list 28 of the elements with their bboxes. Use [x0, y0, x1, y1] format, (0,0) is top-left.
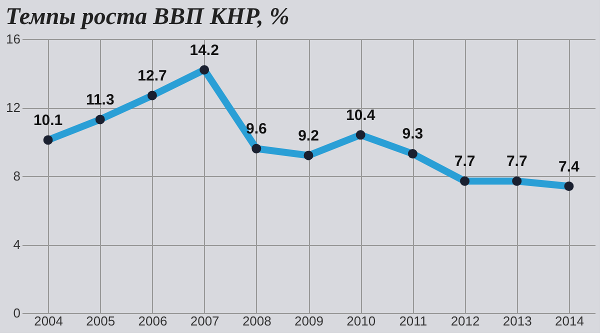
x-tick-label: 2013 — [502, 314, 532, 328]
y-tick-label: 12 — [6, 100, 20, 115]
x-tick-label: 2009 — [294, 314, 324, 328]
x-tick-label: 2006 — [138, 314, 168, 328]
chart-title: Темпы роста ВВП КНР, % — [6, 4, 290, 30]
data-label: 7.7 — [506, 153, 528, 170]
x-tick-label: 2005 — [86, 314, 116, 328]
data-label: 7.7 — [454, 153, 476, 170]
x-tick-label: 2011 — [399, 314, 428, 328]
x-tick-label: 2014 — [554, 314, 584, 328]
data-label: 14.2 — [190, 42, 219, 59]
y-tick-label: 16 — [6, 32, 20, 46]
x-tick-label: 2007 — [190, 314, 220, 328]
data-label: 11.3 — [86, 91, 114, 108]
x-tick-label: 2010 — [346, 314, 376, 328]
x-tick-label: 2012 — [450, 314, 480, 328]
data-label: 9.2 — [298, 127, 319, 144]
data-label: 7.4 — [558, 158, 580, 176]
data-label: 9.3 — [402, 126, 424, 143]
y-tick-label: 8 — [13, 168, 20, 184]
data-label: 10.4 — [346, 106, 376, 124]
data-label: 10.1 — [33, 112, 63, 130]
x-tick-label: 2004 — [34, 314, 64, 328]
data-label: 9.6 — [246, 120, 267, 138]
y-tick-label: 4 — [13, 237, 20, 252]
y-tick-label: 0 — [13, 306, 20, 320]
data-label: 12.7 — [138, 68, 167, 85]
x-tick-label: 2008 — [242, 314, 272, 328]
